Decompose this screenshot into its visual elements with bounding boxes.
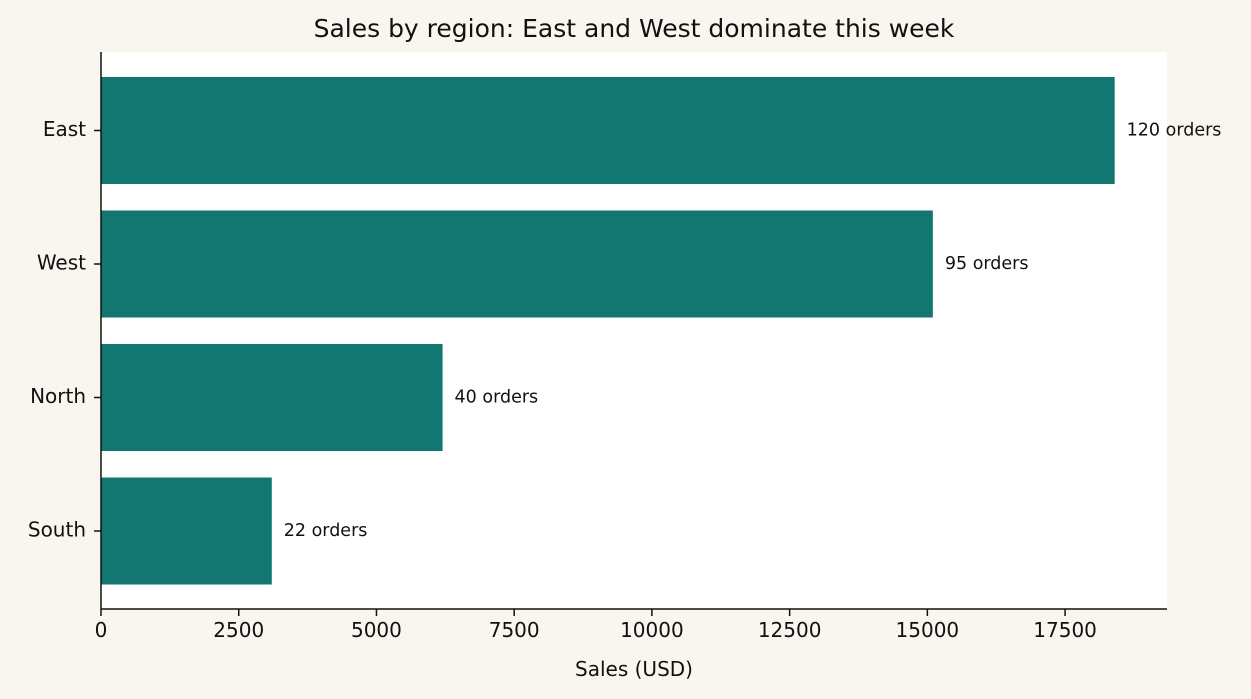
axes-group <box>100 52 1167 610</box>
bar-south <box>101 477 272 585</box>
x-tick-label-7500: 7500 <box>489 618 540 642</box>
y-ticks-group: East West North South <box>28 117 101 542</box>
data-labels-group: 120 orders 95 orders 40 orders 22 orders <box>284 121 1222 542</box>
bar-north <box>101 344 443 451</box>
x-tick-label-0: 0 <box>95 618 108 642</box>
x-tick-label-5000: 5000 <box>351 618 402 642</box>
x-tick-label-15000: 15000 <box>896 618 960 642</box>
y-tick-label-west: West <box>37 251 86 275</box>
bar-east <box>101 77 1115 184</box>
x-tick-label-2500: 2500 <box>213 618 264 642</box>
data-label-north: 40 orders <box>455 388 539 408</box>
y-tick-label-east: East <box>43 117 86 141</box>
bar-west <box>101 210 933 318</box>
data-label-east: 120 orders <box>1127 121 1222 141</box>
x-tick-label-12500: 12500 <box>758 618 822 642</box>
y-tick-label-north: North <box>30 384 86 408</box>
x-tick-label-10000: 10000 <box>620 618 684 642</box>
y-tick-label-south: South <box>28 518 86 542</box>
x-axis-label: Sales (USD) <box>575 657 693 681</box>
chart-title: Sales by region: East and West dominate … <box>314 14 955 43</box>
bars-group <box>101 77 1115 585</box>
data-label-south: 22 orders <box>284 521 368 541</box>
x-ticks-group: 0 2500 5000 7500 10000 12500 15000 17500 <box>95 609 1097 642</box>
data-label-west: 95 orders <box>945 254 1029 274</box>
x-tick-label-17500: 17500 <box>1033 618 1097 642</box>
